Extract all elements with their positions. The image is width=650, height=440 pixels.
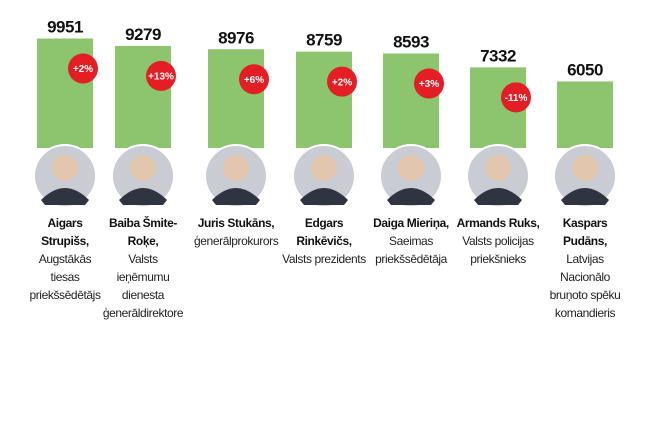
photo-head: [223, 155, 249, 181]
photo-head: [130, 155, 156, 181]
change-badge: [414, 68, 444, 99]
person-text: Kaspars Pudāns, Latvijas Nacionālo bruņot…: [543, 214, 627, 322]
person-name: Juris Stukāns,: [197, 216, 275, 230]
photo-body: [387, 188, 435, 205]
photo-head: [52, 155, 78, 181]
bar: [383, 53, 439, 148]
bar: [557, 81, 613, 148]
change-badge: [68, 53, 98, 84]
photo-body: [41, 188, 89, 205]
change-label: -11%: [505, 93, 528, 104]
value-label: 6050: [567, 60, 603, 79]
change-badge: [146, 60, 176, 91]
photo-head: [485, 155, 511, 181]
photo-head: [398, 155, 424, 181]
person-role: Valsts prezidents: [282, 252, 366, 266]
person-text: Baiba Šmite-Roķe, Valsts ieņēmumu dienest…: [101, 214, 185, 322]
photo-body: [474, 188, 522, 205]
person-name: Armands Ruks,: [456, 216, 540, 230]
value-label: 9279: [125, 25, 161, 44]
person-name: Daiga Mieriņa,: [373, 216, 449, 230]
photo-head: [311, 155, 337, 181]
value-label: 8759: [306, 31, 342, 50]
person-role: Latvijas Nacionālo bruņoto spēku komandi…: [549, 252, 621, 320]
value-label: 7332: [480, 46, 516, 65]
change-label: +13%: [148, 72, 174, 83]
person-name: Kaspars Pudāns,: [562, 216, 608, 248]
person-role: ģenerālprokurors: [194, 234, 279, 248]
person-role: Augstākās tiesas priekšsēdētājs: [29, 252, 101, 302]
change-label: +3%: [419, 79, 439, 90]
person-text: Daiga Mieriņa, Saeimas priekšsēdētāja: [369, 214, 453, 268]
value-label: 8593: [393, 32, 429, 51]
person-name: Baiba Šmite-Roķe,: [109, 216, 177, 248]
photo-body: [119, 188, 167, 205]
bar: [208, 49, 264, 148]
person-role: Valsts policijas priekšnieks: [462, 234, 534, 266]
person-name: Aigars Strupišs,: [41, 216, 89, 248]
photo-body: [561, 188, 609, 205]
change-label: +6%: [244, 75, 264, 86]
photo-head: [572, 155, 598, 181]
photo-body: [212, 188, 260, 205]
person-role: Saeimas priekšsēdētāja: [375, 234, 447, 266]
change-label: +2%: [332, 77, 352, 88]
value-label: 9951: [47, 18, 83, 37]
photo-body: [300, 188, 348, 205]
person-role: Valsts ieņēmumu dienesta ģenerāldirektor…: [102, 252, 184, 320]
bar: [296, 51, 352, 148]
person-text: Edgars Rinkēvičs, Valsts prezidents: [282, 214, 366, 268]
change-label: +2%: [73, 64, 93, 75]
change-badge: [501, 82, 531, 113]
person-text: Juris Stukāns, ģenerālprokurors: [194, 214, 279, 250]
person-text: Armands Ruks, Valsts policijas priekšniek…: [456, 214, 540, 268]
value-label: 8976: [218, 28, 254, 47]
person-text: Aigars Strupišs, Augstākās tiesas priekšs…: [23, 214, 107, 304]
change-badge: [327, 66, 357, 97]
change-badge: [239, 64, 269, 95]
person-name: Edgars Rinkēvičs,: [296, 216, 352, 248]
